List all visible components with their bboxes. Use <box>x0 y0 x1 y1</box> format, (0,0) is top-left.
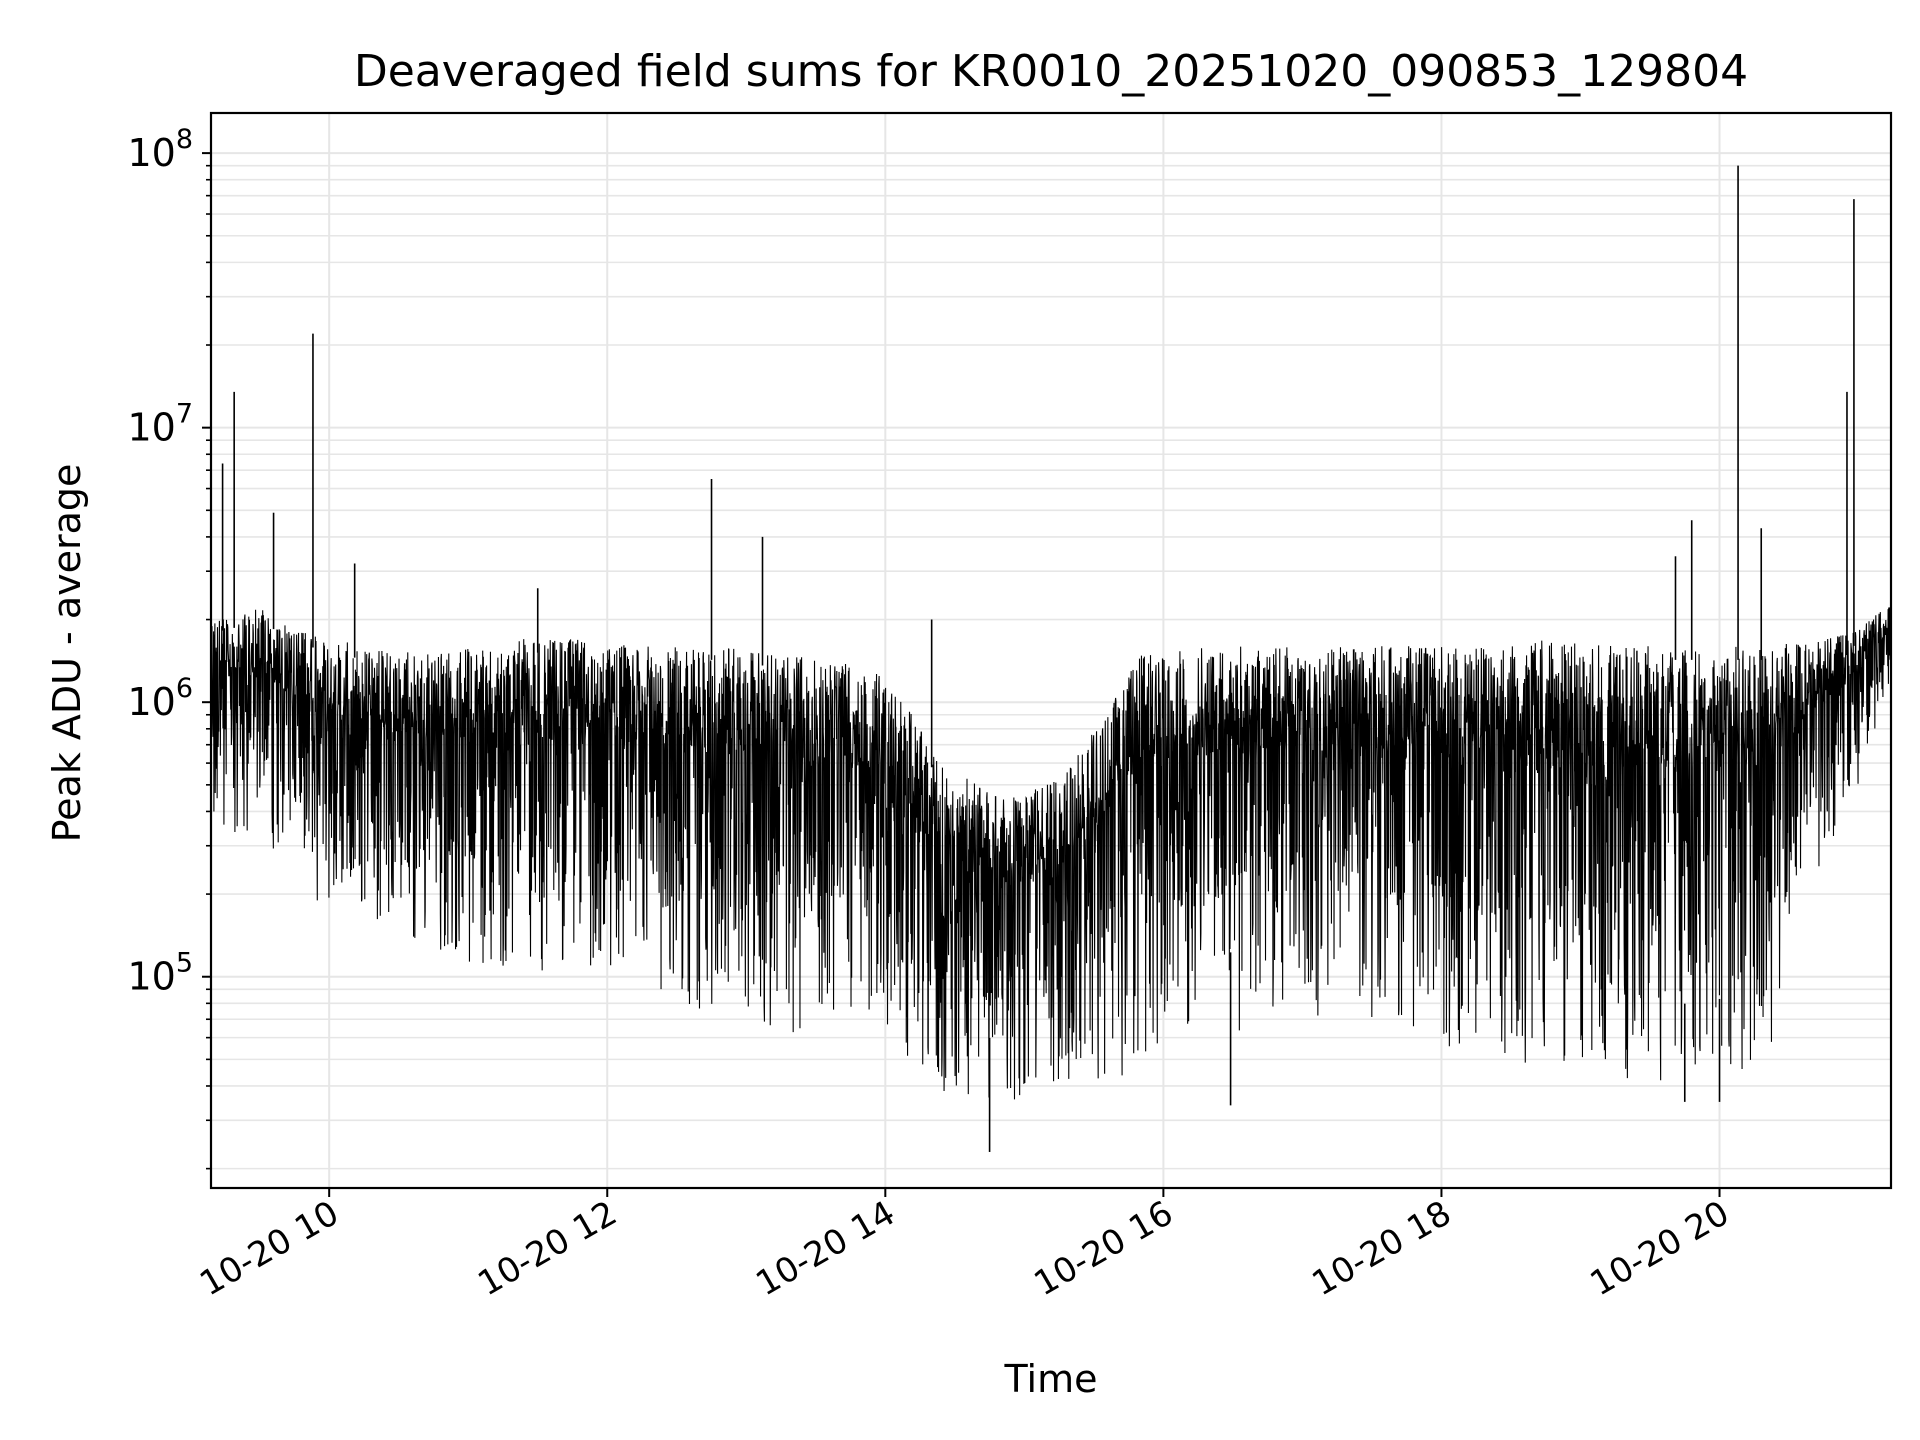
x-axis-label: Time <box>1004 1357 1098 1401</box>
x-tick-label: 10-20 10 <box>193 1193 345 1304</box>
y-tick-label: 108 <box>127 124 193 175</box>
y-tick-label: 105 <box>127 948 193 999</box>
y-axis-label: Peak ADU - average <box>45 464 89 843</box>
x-tick-label: 10-20 12 <box>471 1193 623 1304</box>
plot-frame <box>209 111 1893 1190</box>
y-tick-label: 106 <box>127 673 193 724</box>
x-tick-label: 10-20 20 <box>1584 1193 1736 1304</box>
x-tick-label: 10-20 16 <box>1027 1193 1179 1304</box>
series-line <box>211 607 1891 1100</box>
x-tick-label: 10-20 14 <box>749 1193 901 1304</box>
plot-layer <box>211 165 1891 1152</box>
x-tick-label: 10-20 18 <box>1306 1193 1458 1304</box>
chart-title: Deaveraged field sums for KR0010_2025102… <box>354 46 1748 97</box>
y-tick-label: 107 <box>127 399 193 450</box>
